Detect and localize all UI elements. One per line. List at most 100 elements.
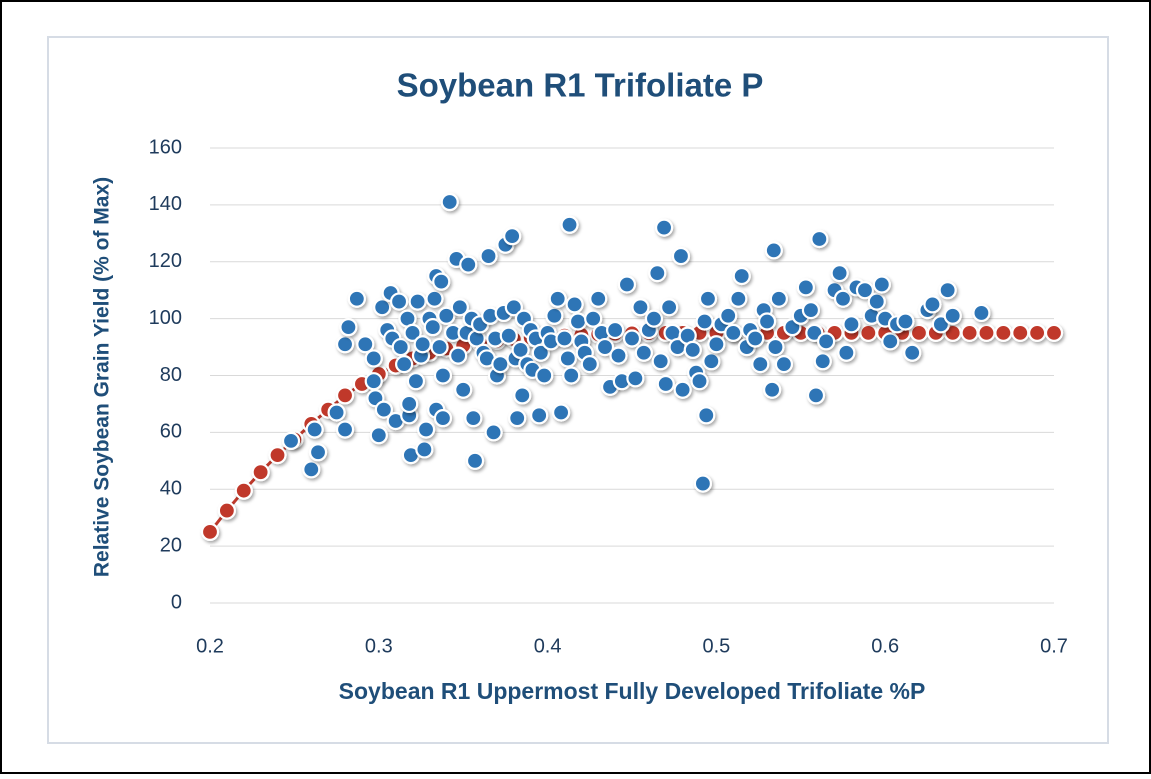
data-point — [746, 329, 765, 348]
data-point — [459, 255, 478, 274]
data-point — [440, 192, 459, 212]
data-point — [719, 306, 738, 325]
data-point — [558, 349, 577, 368]
data-point — [548, 289, 567, 308]
data-point — [796, 278, 815, 297]
data-point — [555, 329, 574, 348]
data-point — [806, 386, 826, 405]
data-point — [923, 295, 942, 314]
data-point — [395, 355, 414, 374]
data-point — [977, 323, 996, 342]
data-point — [622, 329, 642, 348]
data-point — [389, 292, 409, 311]
x-tick-label: 0.4 — [534, 635, 562, 657]
data-point — [423, 318, 442, 337]
data-point — [560, 215, 579, 234]
data-point — [837, 343, 856, 362]
data-point — [881, 332, 900, 351]
data-point — [859, 323, 878, 342]
data-point — [702, 352, 721, 371]
y-tick-label: 0 — [171, 591, 182, 613]
data-point — [580, 355, 599, 374]
data-point — [729, 289, 748, 308]
data-point — [634, 343, 653, 362]
data-point — [430, 337, 449, 357]
data-point — [695, 312, 714, 331]
x-tick-label: 0.6 — [871, 635, 899, 657]
data-point — [609, 346, 628, 365]
data-point — [374, 400, 393, 419]
x-axis-label: Soybean R1 Uppermost Fully Developed Tri… — [339, 678, 926, 704]
data-point — [513, 386, 532, 405]
chart-frame — [47, 36, 1109, 744]
data-point — [690, 372, 709, 391]
chart-title: Soybean R1 Trifoliate P — [397, 67, 764, 104]
data-point — [1011, 323, 1030, 342]
data-point — [631, 298, 650, 317]
data-point — [766, 337, 785, 357]
data-point — [810, 229, 829, 249]
data-point — [673, 380, 692, 399]
data-point — [200, 522, 220, 542]
data-point — [617, 275, 637, 294]
x-tick-label: 0.5 — [702, 635, 730, 657]
data-point — [432, 272, 451, 291]
data-point — [281, 431, 301, 451]
data-point — [626, 369, 645, 388]
data-point — [415, 440, 434, 459]
data-point — [751, 355, 770, 374]
data-point — [724, 323, 743, 342]
data-point — [732, 266, 751, 286]
data-point — [648, 264, 667, 283]
data-point — [425, 289, 444, 308]
data-point — [369, 426, 388, 445]
y-tick-label: 20 — [160, 534, 182, 556]
data-point — [972, 303, 991, 323]
series — [281, 192, 991, 493]
data-point — [364, 349, 383, 368]
data-point — [552, 403, 571, 422]
data-point — [308, 443, 328, 462]
data-point — [356, 335, 375, 354]
data-point — [416, 420, 436, 439]
data-point — [683, 340, 702, 360]
data-point — [697, 406, 716, 425]
data-point — [479, 246, 498, 266]
y-tick-label: 40 — [160, 478, 182, 500]
x-tick-label: 0.3 — [365, 635, 393, 657]
data-point — [707, 335, 726, 354]
data-point — [698, 289, 718, 308]
data-point — [896, 312, 915, 331]
data-point — [1044, 323, 1064, 342]
data-point — [867, 292, 886, 311]
data-point — [651, 352, 670, 371]
data-point — [339, 318, 358, 337]
data-point — [484, 423, 503, 442]
data-point — [234, 481, 253, 500]
data-point — [302, 460, 321, 479]
data-point — [508, 409, 527, 428]
data-point — [503, 227, 522, 246]
data-point — [530, 406, 549, 425]
data-point — [305, 420, 324, 439]
data-point — [403, 323, 422, 342]
data-point — [830, 264, 849, 283]
data-point — [531, 343, 550, 362]
data-point — [774, 355, 794, 374]
data-point — [408, 292, 427, 311]
data-point — [433, 366, 453, 385]
y-tick-label: 60 — [160, 421, 182, 443]
data-point — [801, 300, 821, 320]
data-point — [449, 346, 468, 365]
data-point — [994, 323, 1013, 342]
data-point — [763, 380, 782, 399]
data-point — [693, 474, 712, 493]
data-point — [511, 340, 530, 360]
data-point — [268, 446, 287, 465]
data-point — [347, 289, 366, 308]
data-point — [433, 409, 453, 428]
data-point — [251, 463, 270, 482]
data-point — [465, 451, 485, 470]
